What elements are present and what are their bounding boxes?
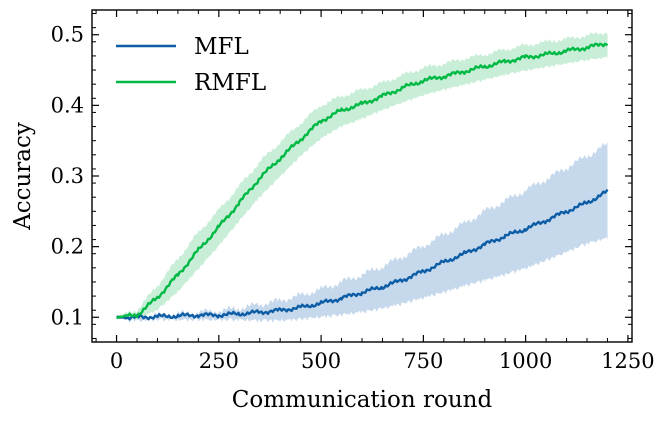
x-tick-label: 1000 bbox=[499, 349, 552, 373]
x-tick-label: 1250 bbox=[601, 349, 654, 373]
band-mfl bbox=[116, 142, 608, 323]
x-tick-label: 250 bbox=[199, 349, 239, 373]
x-tick-label: 0 bbox=[110, 349, 123, 373]
line-rmfl bbox=[116, 42, 609, 319]
axis-tick-labels: 0 250 500 750 1000 1250 0.1 0.2 0.3 0.4 0.5 bbox=[51, 23, 655, 373]
x-tick-label: 750 bbox=[403, 349, 443, 373]
x-tick-label: 500 bbox=[301, 349, 341, 373]
y-tick-label: 0.1 bbox=[51, 305, 84, 329]
axis-ticks bbox=[92, 10, 632, 342]
y-tick-label: 0.2 bbox=[51, 235, 84, 259]
x-axis-label: Communication round bbox=[232, 387, 493, 413]
y-tick-label: 0.5 bbox=[51, 23, 84, 47]
y-axis-label: Accuracy bbox=[10, 122, 36, 231]
y-tick-label: 0.3 bbox=[51, 164, 84, 188]
series-lines bbox=[116, 42, 609, 321]
line-mfl bbox=[116, 188, 609, 321]
legend-label-mfl: MFL bbox=[194, 34, 249, 60]
y-tick-label: 0.4 bbox=[51, 93, 84, 117]
legend-label-rmfl: RMFL bbox=[194, 70, 266, 96]
legend: MFL RMFL bbox=[116, 34, 266, 96]
